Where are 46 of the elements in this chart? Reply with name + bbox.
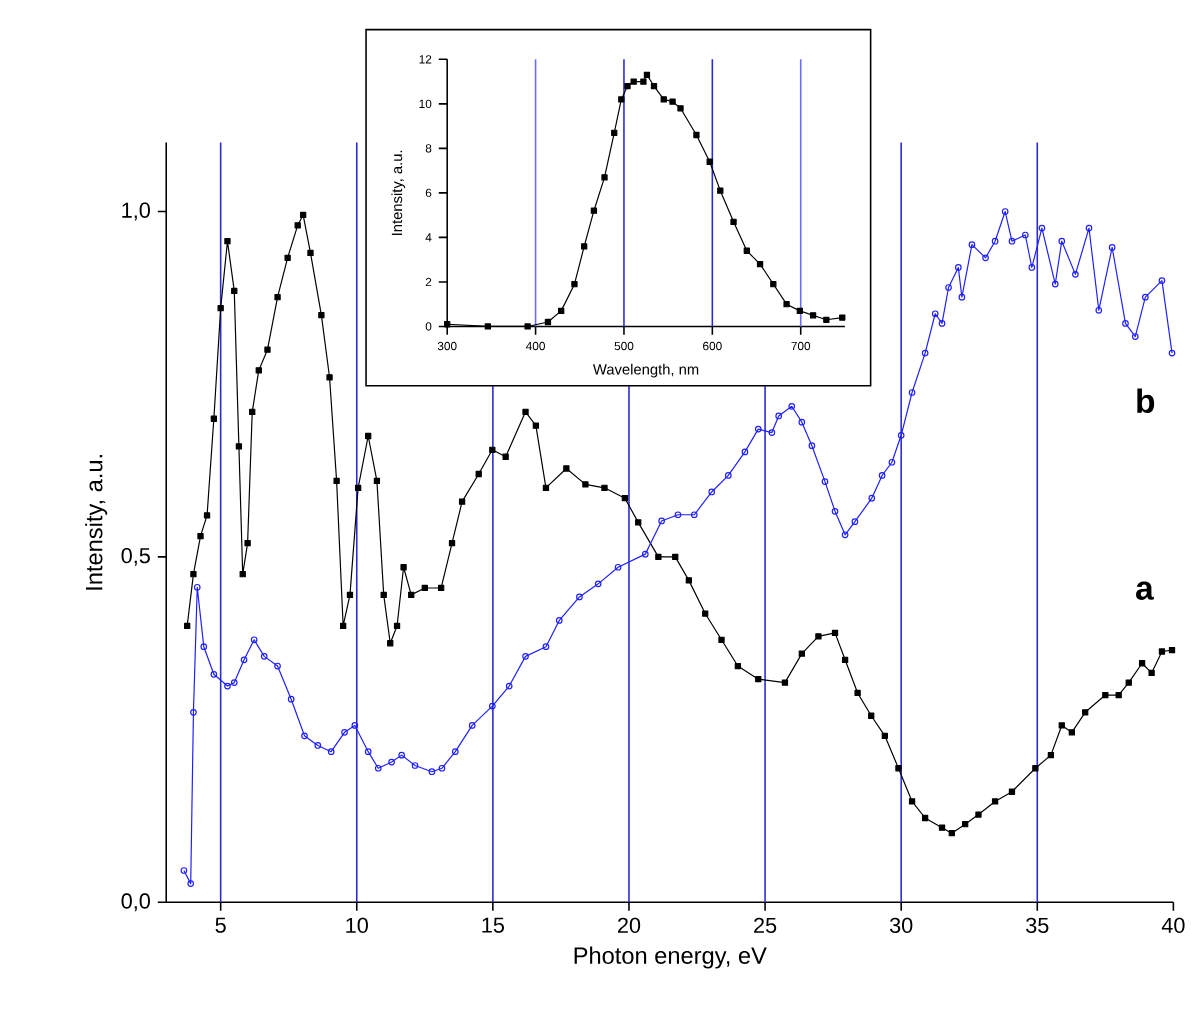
point bbox=[601, 174, 608, 181]
x-tick-label: 25 bbox=[754, 918, 777, 934]
point bbox=[630, 78, 637, 86]
point bbox=[581, 243, 588, 250]
point bbox=[660, 96, 667, 104]
point bbox=[571, 281, 578, 288]
point bbox=[730, 219, 737, 226]
y-tick-label: 0,5 bbox=[121, 548, 150, 567]
x-tick-label: 40 bbox=[1161, 918, 1185, 934]
point bbox=[823, 317, 830, 324]
point bbox=[524, 323, 531, 331]
point bbox=[783, 301, 790, 308]
point bbox=[809, 312, 817, 319]
annotation: a bbox=[1136, 582, 1154, 601]
point bbox=[558, 308, 565, 315]
x-tick-label: 10 bbox=[346, 918, 368, 934]
point bbox=[650, 83, 658, 90]
point bbox=[796, 308, 803, 315]
x-tick-label: 30 bbox=[889, 918, 913, 934]
point bbox=[706, 159, 713, 166]
point bbox=[544, 319, 552, 326]
point bbox=[618, 96, 625, 104]
annotation: b bbox=[1137, 388, 1155, 414]
point bbox=[643, 72, 651, 79]
point bbox=[677, 105, 684, 112]
x-tick-label: 15 bbox=[482, 918, 504, 934]
x-tick-label: 20 bbox=[617, 918, 641, 934]
point bbox=[611, 130, 618, 137]
point bbox=[484, 323, 491, 331]
point bbox=[669, 98, 676, 106]
x-axis-title: Photon energy, eV bbox=[574, 947, 767, 970]
y-tick-label: 0,0 bbox=[121, 893, 150, 912]
point bbox=[770, 281, 777, 288]
y-axis-title: Intensity, a.u. bbox=[85, 455, 108, 591]
point bbox=[444, 321, 451, 328]
point bbox=[624, 83, 631, 90]
x-tick-label: 35 bbox=[1026, 918, 1049, 934]
point bbox=[756, 261, 764, 268]
point bbox=[590, 208, 598, 215]
point bbox=[839, 314, 846, 322]
y-tick-label: 1,0 bbox=[122, 203, 150, 221]
x-tick-label: 5 bbox=[215, 918, 226, 934]
point bbox=[693, 132, 700, 139]
point bbox=[717, 187, 724, 195]
point bbox=[743, 248, 750, 255]
point bbox=[640, 78, 647, 86]
